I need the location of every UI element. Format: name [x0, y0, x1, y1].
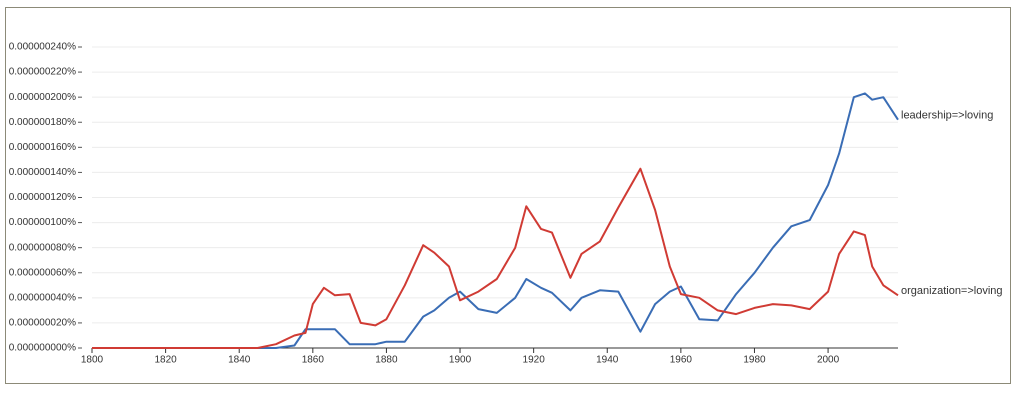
- y-tick-label: 0.000000160%: [9, 142, 76, 153]
- x-tick-label: 1900: [449, 355, 472, 366]
- x-tick-label: 1860: [302, 355, 325, 366]
- y-tick-label: 0.000000000%: [9, 343, 76, 354]
- y-tick-label: 0.000000240%: [9, 42, 76, 53]
- x-tick-label: 1920: [523, 355, 546, 366]
- y-tick-label: 0.000000060%: [9, 267, 76, 278]
- y-tick-label: 0.000000220%: [9, 67, 76, 78]
- series-line: [92, 167, 899, 349]
- y-tick-label: 0.000000200%: [9, 92, 76, 103]
- y-tick-label: 0.000000040%: [9, 292, 76, 303]
- y-tick-label: 0.000000020%: [9, 318, 76, 329]
- frame: [5, 7, 1011, 384]
- y-tick-label: 0.000000120%: [9, 192, 76, 203]
- x-tick-label: 1960: [670, 355, 693, 366]
- x-tick-label: 1940: [596, 355, 619, 366]
- y-tick-label: 0.000000180%: [9, 117, 76, 128]
- series-label: organization=>loving: [901, 285, 1003, 297]
- y-tick-label: 0.000000080%: [9, 242, 76, 253]
- series-label: leadership=>loving: [901, 110, 993, 122]
- series-line: [92, 92, 899, 349]
- y-tick-label: 0.000000100%: [9, 217, 76, 228]
- x-tick-label: 1980: [743, 355, 766, 366]
- x-tick-label: 2000: [817, 355, 840, 366]
- x-tick-label: 1820: [154, 355, 177, 366]
- x-tick-label: 1880: [375, 355, 398, 366]
- y-tick-label: 0.000000140%: [9, 167, 76, 178]
- x-tick-label: 1840: [228, 355, 251, 366]
- x-tick-label: 1800: [81, 355, 104, 366]
